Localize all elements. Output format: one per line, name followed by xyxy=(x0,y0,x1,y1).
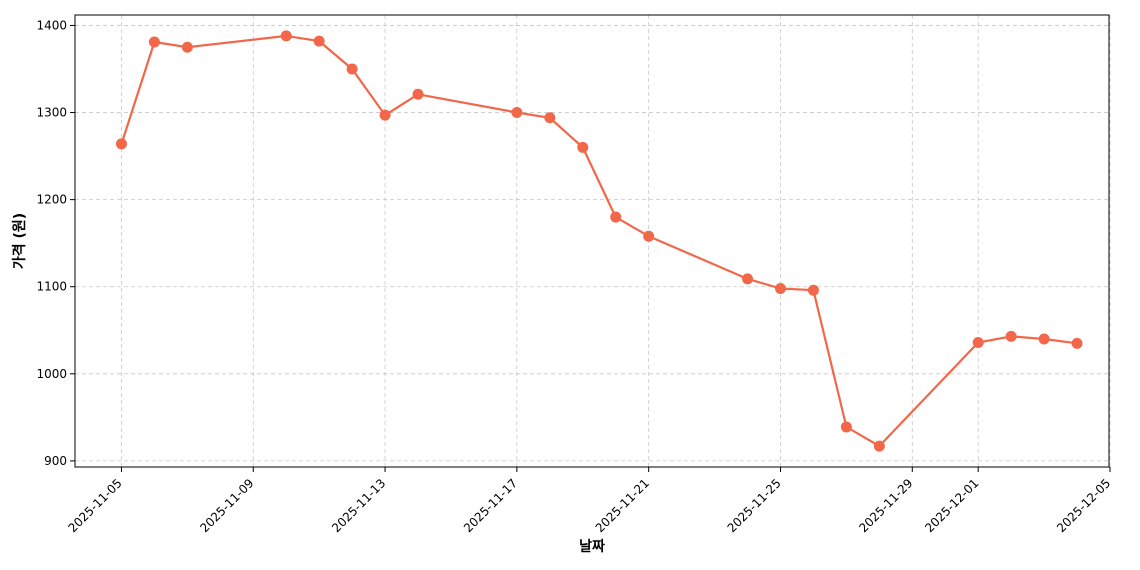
x-tick-label: 2025-11-29 xyxy=(856,476,915,535)
x-axis: 2025-11-05 2025-11-09 2025-11-13 2025-11-17… xyxy=(66,467,1113,535)
x-tick-label: 2025-12-01 xyxy=(922,476,981,535)
data-point xyxy=(577,141,589,153)
data-point xyxy=(742,273,754,285)
plot-frame xyxy=(74,14,1110,468)
y-tick-label: 1000 xyxy=(36,367,67,381)
data-point xyxy=(643,230,655,242)
data-point xyxy=(774,282,786,294)
data-point xyxy=(807,284,819,296)
y-tick-label: 1400 xyxy=(36,18,67,32)
data-point xyxy=(346,63,358,75)
data-point xyxy=(1071,337,1083,349)
x-tick-label: 2025-11-21 xyxy=(593,476,652,535)
data-point xyxy=(511,107,523,119)
data-point xyxy=(610,211,622,223)
y-tick-label: 1300 xyxy=(36,106,67,120)
data-point xyxy=(1038,333,1050,345)
x-axis-title: 날짜 xyxy=(579,539,605,555)
data-point xyxy=(840,421,852,433)
data-point xyxy=(1005,330,1017,342)
data-point xyxy=(972,336,984,348)
data-point xyxy=(148,36,160,48)
data-point xyxy=(115,138,127,150)
data-point xyxy=(181,41,193,53)
data-point xyxy=(544,112,556,124)
x-tick-label: 2025-11-13 xyxy=(329,476,388,535)
data-point xyxy=(873,440,885,452)
x-tick-label: 2025-11-09 xyxy=(197,476,256,535)
y-axis-title: 가격 (원) xyxy=(11,213,28,269)
x-tick-label: 2025-11-17 xyxy=(461,476,520,535)
grid-layer xyxy=(75,15,1111,467)
series-layer xyxy=(115,30,1083,452)
data-point xyxy=(280,30,292,42)
data-point xyxy=(313,35,325,47)
x-tick-label: 2025-11-05 xyxy=(66,476,125,535)
series-line xyxy=(120,34,1078,448)
y-tick-label: 1100 xyxy=(36,280,67,294)
y-tick-label: 900 xyxy=(44,454,67,468)
x-tick-label: 2025-11-25 xyxy=(725,476,784,535)
x-tick-label: 2025-12-05 xyxy=(1054,476,1113,535)
data-point xyxy=(379,109,391,121)
y-tick-label: 1200 xyxy=(36,193,67,207)
data-point xyxy=(412,88,424,100)
y-axis: 900 1000 1100 1200 1300 1400 xyxy=(36,18,75,468)
